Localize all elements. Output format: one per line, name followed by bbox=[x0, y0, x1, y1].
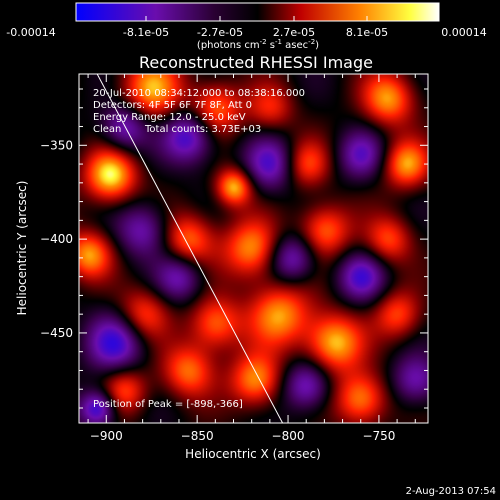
clean-text: Clean bbox=[93, 124, 121, 135]
total-counts-text: Total counts: 3.73E+03 bbox=[144, 124, 261, 135]
colorbar-tick-label: -2.7e-05 bbox=[197, 26, 243, 39]
y-tick-label: −400 bbox=[40, 232, 73, 246]
x-tick-label: −750 bbox=[362, 429, 395, 443]
chart-title: Reconstructed RHESSI Image bbox=[139, 53, 373, 72]
footer-timestamp: 2-Aug-2013 07:54 bbox=[406, 486, 496, 497]
colorbar: -0.00014 -8.1e-05 -2.7e-05 2.7e-05 8.1e-… bbox=[6, 2, 487, 51]
x-tick-label: −900 bbox=[90, 429, 123, 443]
plot-frame bbox=[78, 73, 429, 424]
colorbar-ticks bbox=[145, 16, 368, 21]
y-tick-label: −350 bbox=[40, 138, 73, 152]
heatmap-image bbox=[79, 74, 428, 423]
peak-position-text: Position of Peak = [-898,-366] bbox=[93, 399, 243, 410]
detectors-text: Detectors: 4F 5F 6F 7F 8F, Att 0 bbox=[93, 100, 252, 111]
colorbar-tick-label: 0.00014 bbox=[441, 26, 487, 39]
colorbar-tick-label: -8.1e-05 bbox=[123, 26, 169, 39]
solar-limb-line bbox=[96, 73, 284, 424]
energy-range-text: Energy Range: 12.0 - 25.0 keV bbox=[93, 112, 246, 123]
x-tick-label: −850 bbox=[181, 429, 214, 443]
colorbar-unit-label: (photons cm-2 s-1 asec-2) bbox=[197, 38, 319, 51]
colorbar-tick-label: 2.7e-05 bbox=[273, 26, 315, 39]
x-tick-label: −800 bbox=[272, 429, 305, 443]
y-tick-label: −450 bbox=[40, 326, 73, 340]
colorbar-tick-label: -0.00014 bbox=[6, 26, 55, 39]
time-range-text: 20-Jul-2010 08:34:12.000 to 08:38:16.000 bbox=[93, 88, 305, 99]
colorbar-gradient bbox=[75, 2, 440, 22]
x-axis-label: Heliocentric X (arcsec) bbox=[185, 447, 321, 461]
plot-annotations: 20-Jul-2010 08:34:12.000 to 08:38:16.000… bbox=[93, 88, 305, 410]
y-axis-label: Heliocentric Y (arcsec) bbox=[15, 181, 29, 316]
colorbar-tick-label: 8.1e-05 bbox=[346, 26, 388, 39]
